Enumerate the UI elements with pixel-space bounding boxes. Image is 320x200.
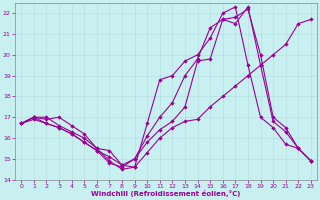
X-axis label: Windchill (Refroidissement éolien,°C): Windchill (Refroidissement éolien,°C) [92,190,241,197]
